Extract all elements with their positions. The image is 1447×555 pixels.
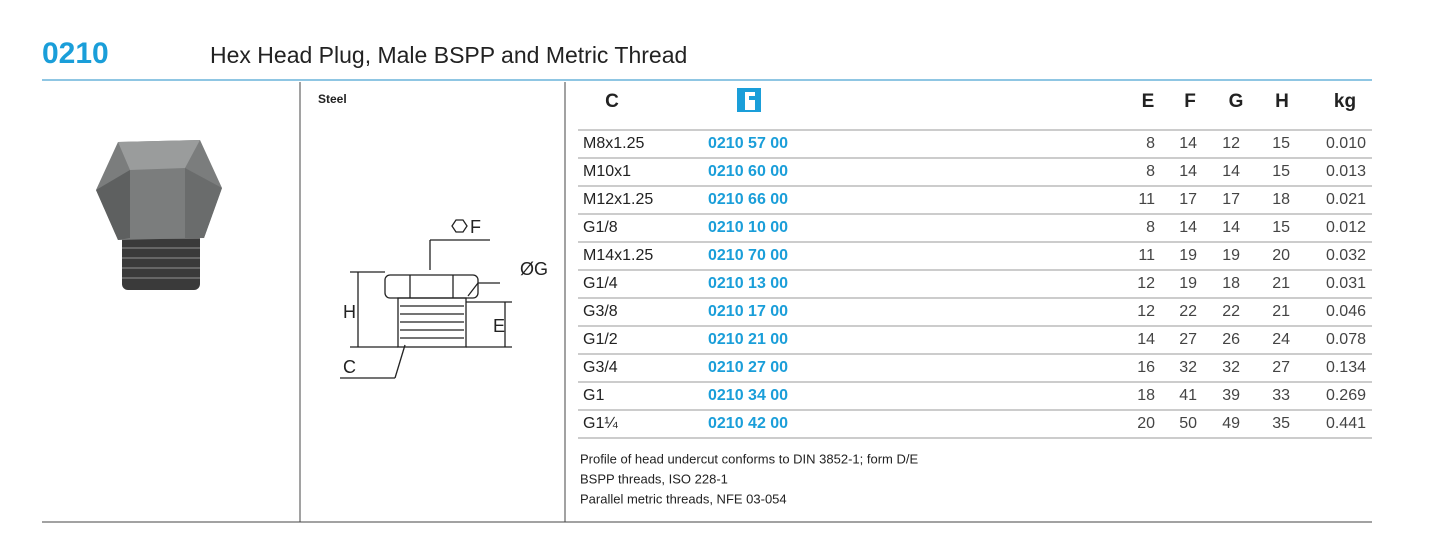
part-number: 0210 17 00 — [708, 303, 788, 320]
dimension-label: C — [343, 357, 356, 377]
table-cell: G3/4 — [583, 359, 618, 376]
part-number: 0210 70 00 — [708, 247, 788, 264]
table-cell: 0.021 — [1326, 191, 1366, 208]
table-cell: 26 — [1222, 331, 1240, 348]
table-cell: M10x1 — [583, 163, 631, 180]
part-number: 0210 10 00 — [708, 219, 788, 236]
part-number: 0210 57 00 — [708, 135, 788, 152]
table-cell: 17 — [1222, 191, 1240, 208]
table-cell: 0.441 — [1326, 415, 1366, 432]
table-cell: 0.032 — [1326, 247, 1366, 264]
column-header: kg — [1334, 91, 1356, 112]
column-header: C — [605, 91, 619, 112]
table-cell: 0.046 — [1326, 303, 1366, 320]
table-cell: M12x1.25 — [583, 191, 653, 208]
technical-drawing — [340, 219, 512, 379]
table-cell: 33 — [1272, 387, 1290, 404]
table-cell: 0.010 — [1326, 135, 1366, 152]
note: Profile of head undercut conforms to DIN… — [580, 451, 918, 466]
table-cell: 22 — [1222, 303, 1240, 320]
table-cell: M8x1.25 — [583, 135, 644, 152]
table-cell: 19 — [1179, 247, 1197, 264]
table-cell: 14 — [1179, 135, 1197, 152]
table-cell: 18 — [1137, 387, 1155, 404]
table-cell: 14 — [1137, 331, 1155, 348]
table-cell: 14 — [1222, 219, 1240, 236]
table-cell: 49 — [1222, 415, 1240, 432]
table-cell: 14 — [1179, 219, 1197, 236]
table-cell: 32 — [1222, 359, 1240, 376]
table-cell: G1/2 — [583, 331, 618, 348]
product-photo — [96, 140, 222, 290]
table-cell: 18 — [1272, 191, 1290, 208]
table-cell: 17 — [1179, 191, 1197, 208]
table-cell: 12 — [1137, 303, 1155, 320]
column-header: H — [1275, 91, 1289, 112]
column-header: E — [1142, 91, 1155, 112]
table-cell: 0.013 — [1326, 163, 1366, 180]
table-cell: 11 — [1138, 247, 1155, 264]
table-cell: 18 — [1222, 275, 1240, 292]
table-cell: 12 — [1137, 275, 1155, 292]
table-cell: M14x1.25 — [583, 247, 653, 264]
code-column-icon — [737, 88, 761, 112]
part-number: 0210 42 00 — [708, 415, 788, 432]
table-cell: 41 — [1179, 387, 1197, 404]
table-cell: 27 — [1272, 359, 1290, 376]
table-cell: 19 — [1179, 275, 1197, 292]
table-cell: 14 — [1222, 163, 1240, 180]
table-cell: 0.134 — [1326, 359, 1366, 376]
product-title: Hex Head Plug, Male BSPP and Metric Thre… — [210, 42, 687, 68]
table-cell: 14 — [1179, 163, 1197, 180]
table-cell: 19 — [1222, 247, 1240, 264]
table-cell: 24 — [1272, 331, 1290, 348]
part-number: 0210 34 00 — [708, 387, 788, 404]
table-cell: 15 — [1272, 219, 1290, 236]
table-cell: 16 — [1137, 359, 1155, 376]
table-cell: 32 — [1179, 359, 1197, 376]
part-number: 0210 27 00 — [708, 359, 788, 376]
table-cell: 21 — [1272, 275, 1290, 292]
table-cell: G1/4 — [583, 275, 618, 292]
table-cell: 0.269 — [1326, 387, 1366, 404]
table-cell: 35 — [1272, 415, 1290, 432]
table-cell: 0.031 — [1326, 275, 1366, 292]
part-number: 0210 13 00 — [708, 275, 788, 292]
table-cell: 0.078 — [1326, 331, 1366, 348]
table-cell: G3/8 — [583, 303, 618, 320]
product-code: 0210 — [42, 37, 109, 70]
table-cell: G1/8 — [583, 219, 618, 236]
note: Parallel metric threads, NFE 03-054 — [580, 491, 787, 506]
table-cell: 8 — [1146, 219, 1155, 236]
table-cell: 50 — [1179, 415, 1197, 432]
dimension-label: ØG — [520, 259, 548, 279]
column-header: F — [1184, 91, 1196, 112]
table-cell: 11 — [1138, 191, 1155, 208]
table-cell: G1 — [583, 387, 604, 404]
table-cell: 0.012 — [1326, 219, 1366, 236]
table-cell: 15 — [1272, 163, 1290, 180]
table-cell: 8 — [1146, 135, 1155, 152]
table-cell: 12 — [1222, 135, 1240, 152]
table-cell: 27 — [1179, 331, 1197, 348]
table-cell: 20 — [1272, 247, 1290, 264]
part-number: 0210 60 00 — [708, 163, 788, 180]
dimension-label: F — [470, 217, 481, 237]
table-cell: 21 — [1272, 303, 1290, 320]
note: BSPP threads, ISO 228-1 — [580, 471, 728, 486]
part-number: 0210 66 00 — [708, 191, 788, 208]
material: Steel — [318, 92, 347, 106]
table-cell: 20 — [1137, 415, 1155, 432]
dimension-label: E — [493, 316, 505, 336]
table-cell: 15 — [1272, 135, 1290, 152]
part-number: 0210 21 00 — [708, 331, 788, 348]
table-cell: G1¼ — [583, 415, 618, 432]
table-cell: 8 — [1146, 163, 1155, 180]
table-cell: 22 — [1179, 303, 1197, 320]
column-header: G — [1229, 91, 1244, 112]
table-cell: 39 — [1222, 387, 1240, 404]
dimension-label: H — [343, 302, 356, 322]
